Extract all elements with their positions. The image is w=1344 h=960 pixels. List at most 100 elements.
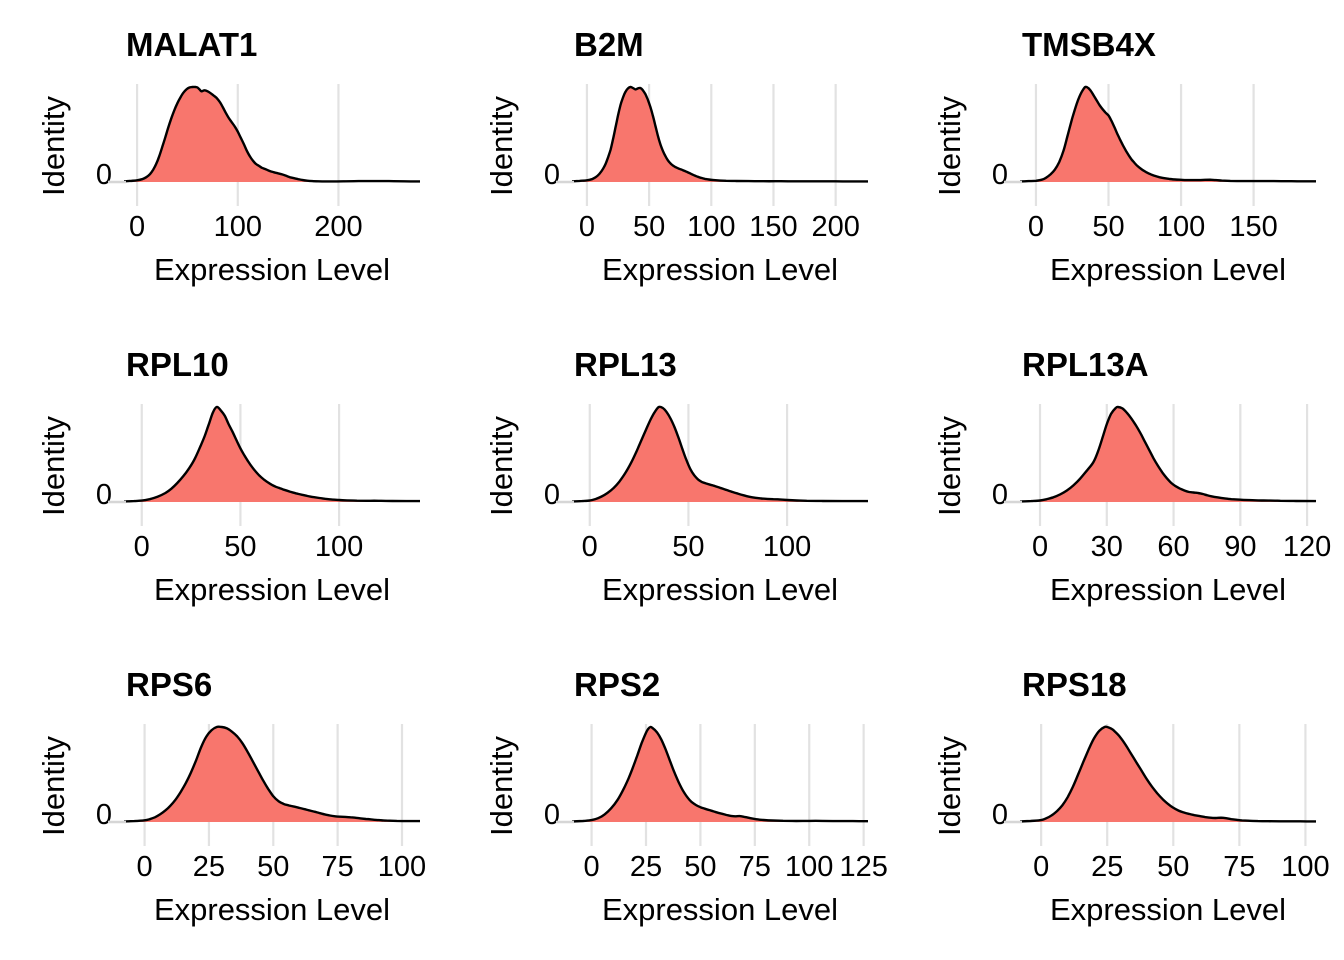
y-tick-label: 0 [95,159,112,191]
x-tick-label: 50 [632,211,666,243]
x-tick-label: 150 [1229,211,1278,243]
x-tick-label: 0 [578,211,595,243]
y-tick-label: 0 [991,799,1008,831]
x-tick-label: 75 [1223,851,1256,883]
x-axis-title: Expression Level [601,892,839,927]
panel-title: RPL10 [126,346,229,383]
x-tick-label: 100 [1281,851,1330,883]
density-area [124,726,420,822]
x-tick-label: 30 [1090,531,1123,563]
density-outline [571,85,868,183]
density-outline [571,725,869,823]
x-tick-label: 100 [1156,211,1206,243]
density-area [572,726,868,822]
x-tick-label: 200 [314,211,363,243]
y-tick-label: 0 [991,479,1008,511]
panel-rps6: RPS6 Identity 0 Expression Level 0 25 50 75… [0,640,448,960]
density-plot [556,84,868,206]
x-axis-title: Expression Level [153,892,391,927]
x-axis-title: Expression Level [1049,252,1287,287]
y-tick-label: 0 [543,479,560,511]
panel-b2m: B2M Identity 0 Expression Level 0 50 100 15… [448,0,896,320]
x-tick-label: 100 [314,531,364,563]
x-tick-label: 0 [136,851,153,883]
density-outline [571,405,868,503]
density-outline [123,405,420,503]
x-tick-label: 200 [811,211,860,243]
density-area [1020,406,1316,502]
density-area [572,86,868,182]
x-tick-label: 75 [321,851,354,883]
y-tick-label: 0 [543,799,560,831]
x-tick-label: 125 [839,851,888,883]
x-tick-label: 0 [1031,531,1049,563]
x-tick-label: 25 [629,851,663,883]
density-outline [123,85,421,183]
panel-title: RPL13A [1022,346,1149,383]
x-tick-label: 50 [1092,211,1125,243]
x-tick-label: 50 [224,531,257,563]
x-axis-title: Expression Level [153,572,391,607]
panel-title: RPL13 [574,346,677,383]
x-axis-title: Expression Level [601,572,839,607]
panel-title: RPS6 [126,666,213,703]
panel-malat1: MALAT1 Identity 0 Expression Level 0 100 2… [0,0,448,320]
panel-title: RPS18 [1022,666,1127,703]
panel-title: RPS2 [574,666,661,703]
density-plot [556,724,869,846]
panel-rpl13a: RPL13A Identity 0 Expression Level 0 30 60… [896,320,1344,640]
x-tick-label: 0 [581,531,598,563]
x-tick-label: 50 [257,851,290,883]
panel-rpl13: RPL13 Identity 0 Expression Level 0 50 100 [448,320,896,640]
x-tick-label: 100 [377,851,427,883]
x-tick-label: 100 [687,211,736,243]
density-area [124,86,420,182]
density-area [124,406,420,502]
density-area [1020,86,1316,182]
x-axis-title: Expression Level [153,252,391,287]
density-outline [1019,405,1317,503]
x-axis-title: Expression Level [1049,892,1287,927]
y-tick-label: 0 [543,159,560,191]
y-tick-label: 0 [991,159,1008,191]
panel-title: B2M [574,26,644,63]
x-tick-label: 50 [672,531,705,563]
x-tick-label: 0 [583,851,600,883]
x-tick-label: 50 [684,851,717,883]
x-tick-label: 60 [1157,531,1190,563]
x-tick-label: 100 [785,851,834,883]
density-plot [108,404,420,526]
y-tick-label: 0 [95,799,112,831]
panel-title: TMSB4X [1022,26,1156,63]
density-outline [1019,85,1317,183]
x-tick-label: 0 [1033,851,1050,883]
x-tick-label: 25 [192,851,226,883]
panel-rps2: RPS2 Identity 0 Expression Level 0 25 50 75… [448,640,896,960]
x-tick-label: 100 [762,531,812,563]
x-tick-label: 100 [213,211,262,243]
x-tick-label: 150 [749,211,798,243]
density-area [1020,726,1316,822]
density-plot [556,404,868,526]
panel-title: MALAT1 [126,26,258,63]
x-tick-label: 90 [1224,531,1257,563]
density-plot [108,724,420,846]
panel-rpl10: RPL10 Identity 0 Expression Level 0 50 100 [0,320,448,640]
x-tick-label: 0 [1027,211,1045,243]
density-plot [1004,404,1317,526]
x-axis-title: Expression Level [1049,572,1287,607]
panel-rps18: RPS18 Identity 0 Expression Level 0 25 50 7… [896,640,1344,960]
x-tick-label: 50 [1157,851,1190,883]
density-outline [123,725,420,823]
density-plot [1004,84,1317,206]
y-tick-label: 0 [95,479,112,511]
x-tick-label: 75 [738,851,771,883]
density-plot [108,84,421,206]
x-tick-label: 0 [129,211,146,243]
x-tick-label: 120 [1282,531,1332,563]
density-outline [1019,725,1317,823]
x-tick-label: 0 [133,531,150,563]
x-tick-label: 25 [1091,851,1124,883]
panel-tmsb4x: TMSB4X Identity 0 Expression Level 0 50 10… [896,0,1344,320]
